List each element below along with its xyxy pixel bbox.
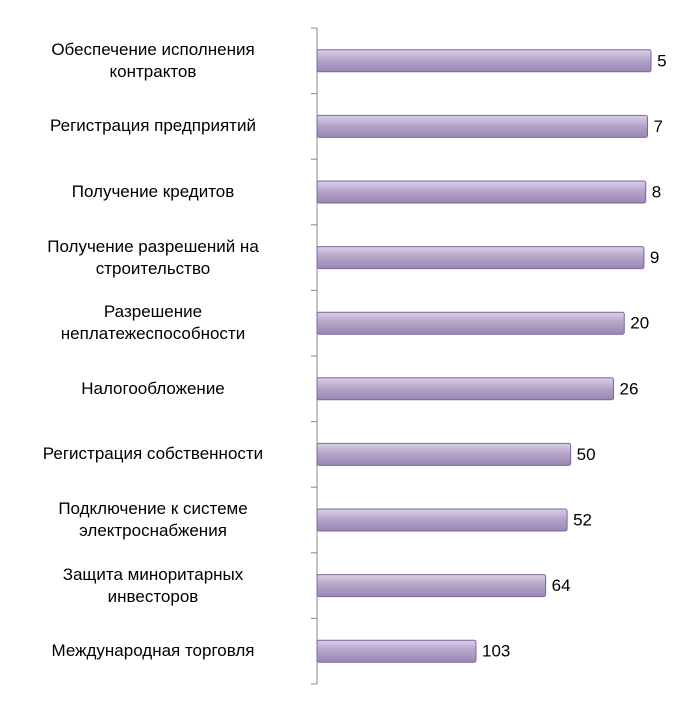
category-label: Регистрация предприятий bbox=[50, 116, 256, 136]
category-label: Получение кредитов bbox=[71, 182, 235, 201]
bar bbox=[316, 639, 477, 663]
bar bbox=[316, 49, 652, 73]
value-label: 7 bbox=[653, 117, 662, 136]
category-label: Разрешение неплатежеспособности bbox=[60, 302, 246, 344]
value-label: 26 bbox=[620, 379, 639, 398]
bar bbox=[316, 574, 547, 598]
bar bbox=[316, 311, 625, 335]
category-label: Регистрация собственности bbox=[42, 444, 264, 464]
bar bbox=[316, 508, 568, 532]
category-label: Получение разрешений на строительство bbox=[47, 236, 259, 278]
category-label: Подключение к системе электроснабжения bbox=[58, 499, 248, 540]
value-label: 103 bbox=[482, 642, 510, 661]
value-label: 52 bbox=[573, 510, 592, 529]
value-label: 50 bbox=[577, 445, 596, 464]
bar bbox=[316, 114, 648, 138]
category-label: Защита миноритарных инвесторов bbox=[62, 564, 244, 606]
bar bbox=[316, 377, 615, 401]
value-label: 8 bbox=[652, 182, 661, 201]
value-label: 9 bbox=[650, 248, 659, 267]
bar bbox=[316, 442, 572, 466]
category-label: Международная торговля bbox=[51, 641, 255, 661]
category-label: Обеспечение исполнения контрактов bbox=[51, 39, 255, 81]
bar bbox=[316, 180, 647, 204]
value-label: 5 bbox=[657, 51, 666, 70]
bar bbox=[316, 246, 645, 270]
value-label: 64 bbox=[552, 576, 571, 595]
category-label: Налогообложение bbox=[81, 378, 225, 398]
value-label: 20 bbox=[630, 314, 649, 333]
